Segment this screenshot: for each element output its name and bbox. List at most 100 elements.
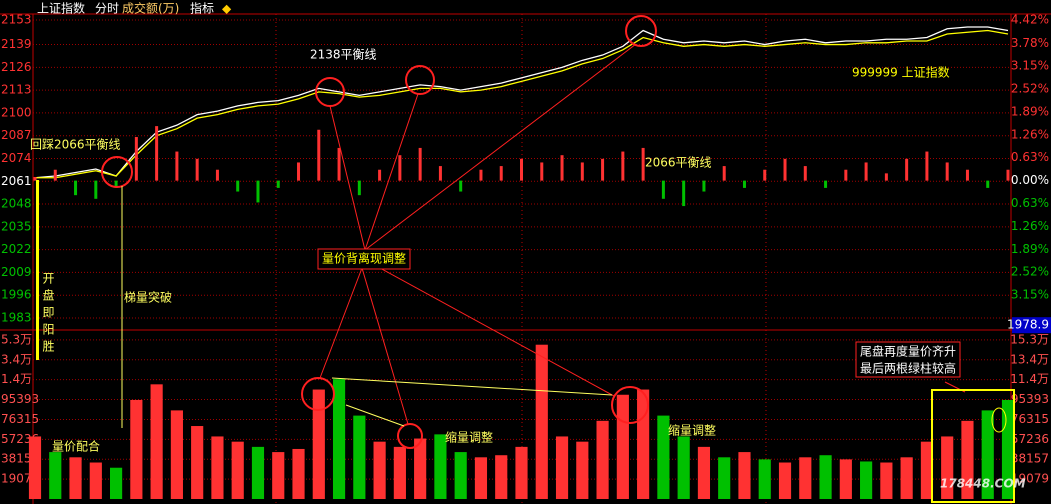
volume-bar xyxy=(860,461,873,499)
annotation-lines xyxy=(319,43,966,425)
tab[interactable]: 成交额(万) xyxy=(122,1,179,16)
volume-bar xyxy=(839,459,852,499)
volume-bar xyxy=(657,415,670,499)
y-tick-label: 2061 xyxy=(1,174,32,188)
tab[interactable]: 分时 xyxy=(95,2,119,16)
annotation: 2066平衡线 xyxy=(645,156,712,170)
price-line xyxy=(34,26,1009,179)
indicator-bar xyxy=(479,169,483,181)
volume-bar xyxy=(89,462,102,499)
volume-bar xyxy=(454,452,467,499)
indicator-bar xyxy=(438,166,442,181)
indicator-bar xyxy=(824,180,828,188)
indicator-bar xyxy=(175,151,179,181)
y-tick-label: 1983 xyxy=(1,311,32,325)
volume-bar xyxy=(961,420,974,499)
volume-bar xyxy=(393,446,406,499)
y2-tick-label: 4.42% xyxy=(1011,13,1049,27)
indicator-bar xyxy=(53,169,57,181)
indicator-bar xyxy=(33,176,37,181)
volume-bar xyxy=(981,410,994,499)
indicator-bar xyxy=(742,180,746,188)
y2-tick-label: 0.00% xyxy=(1011,173,1049,187)
annotation: 开盘即阳胜 xyxy=(41,272,55,357)
volume-bar xyxy=(819,455,832,499)
annotation-guides xyxy=(121,186,613,428)
y2-tick-label: 1.89% xyxy=(1011,242,1049,256)
volume-bar xyxy=(434,434,447,499)
volume-bar xyxy=(130,399,143,499)
label-box xyxy=(317,248,411,270)
indicator-bar xyxy=(702,180,706,192)
y2-tick-label: 13.4万 xyxy=(1010,352,1049,366)
volume-bar xyxy=(292,448,305,499)
price-line xyxy=(35,29,1009,179)
y2-tick-label: 57236 xyxy=(1011,432,1049,446)
volume-bar xyxy=(49,452,62,499)
volume-bar xyxy=(191,426,204,499)
volume-bar xyxy=(576,441,589,499)
indicator-bar xyxy=(317,129,321,181)
volume-bar xyxy=(332,379,346,499)
indicator-bar xyxy=(134,137,138,181)
indicator-bar xyxy=(337,147,341,181)
open-marker xyxy=(36,180,39,360)
y2-tick-label: 15.3万 xyxy=(1010,332,1049,346)
volume-bar xyxy=(150,384,163,499)
y-tick-label: 95393 xyxy=(1,392,39,406)
annotation: 最后两根绿柱较高 xyxy=(860,361,956,376)
volume-bar xyxy=(738,452,751,499)
volume-bar xyxy=(718,457,731,499)
y-tick-label: 76315 xyxy=(1,412,39,426)
y-tick-label: 2035 xyxy=(1,219,32,233)
y-tick-label: 2074 xyxy=(1,151,32,165)
volume-bar xyxy=(414,438,427,499)
annotation: 2138平衡线 xyxy=(310,48,377,62)
indicator-bar xyxy=(884,173,888,181)
indicator-bar xyxy=(905,158,909,181)
y-tick-label: 2009 xyxy=(1,265,32,279)
volume-bar xyxy=(353,415,366,499)
indicator-bar xyxy=(763,169,767,181)
volume-bar xyxy=(231,441,244,499)
y2-tick-label: 2.52% xyxy=(1011,82,1049,96)
menu-icon[interactable]: ◆ xyxy=(222,2,232,16)
indicator-bar xyxy=(378,169,382,181)
indicator-bar xyxy=(215,169,219,181)
indicator-bar xyxy=(621,151,625,181)
y2-tick-label: 1.26% xyxy=(1011,219,1049,233)
y-tick-label: 2139 xyxy=(1,37,32,51)
indicator-bar xyxy=(682,180,686,207)
volume-bar xyxy=(900,457,913,499)
volume-bar xyxy=(373,441,386,499)
label-box xyxy=(855,341,961,378)
annotation: 回踩2066平衡线 xyxy=(30,138,121,152)
volume-bar xyxy=(920,441,933,499)
volume-bar xyxy=(110,467,123,499)
indicator-bar xyxy=(560,155,564,181)
y-tick-label: 2126 xyxy=(1,60,32,74)
y2-tick-label: 1.26% xyxy=(1011,127,1049,141)
indicator-bar xyxy=(925,151,929,181)
volume-bar xyxy=(535,344,548,499)
tab[interactable]: 指标 xyxy=(190,1,214,16)
y-tick-label: 2113 xyxy=(1,83,32,97)
y2-tick-label: 2.52% xyxy=(1011,265,1049,279)
indicator-bar xyxy=(398,155,402,181)
frame xyxy=(0,13,1051,504)
indicator-bar xyxy=(520,158,523,181)
indicator-bar xyxy=(236,180,240,192)
y2-tick-label: 38157 xyxy=(1011,452,1049,466)
indicator-bar xyxy=(418,147,422,181)
y-tick-label: 2022 xyxy=(1,242,32,256)
volume-bar xyxy=(596,420,609,499)
indicator-bar xyxy=(1006,169,1010,181)
volume-bar xyxy=(312,389,325,499)
indicator-bar xyxy=(499,166,503,181)
indicator-bar xyxy=(94,180,98,199)
volume-bar xyxy=(474,457,488,499)
annotation: 缩量调整 xyxy=(668,423,716,438)
y2-tick-label: 11.4万 xyxy=(1010,372,1049,386)
